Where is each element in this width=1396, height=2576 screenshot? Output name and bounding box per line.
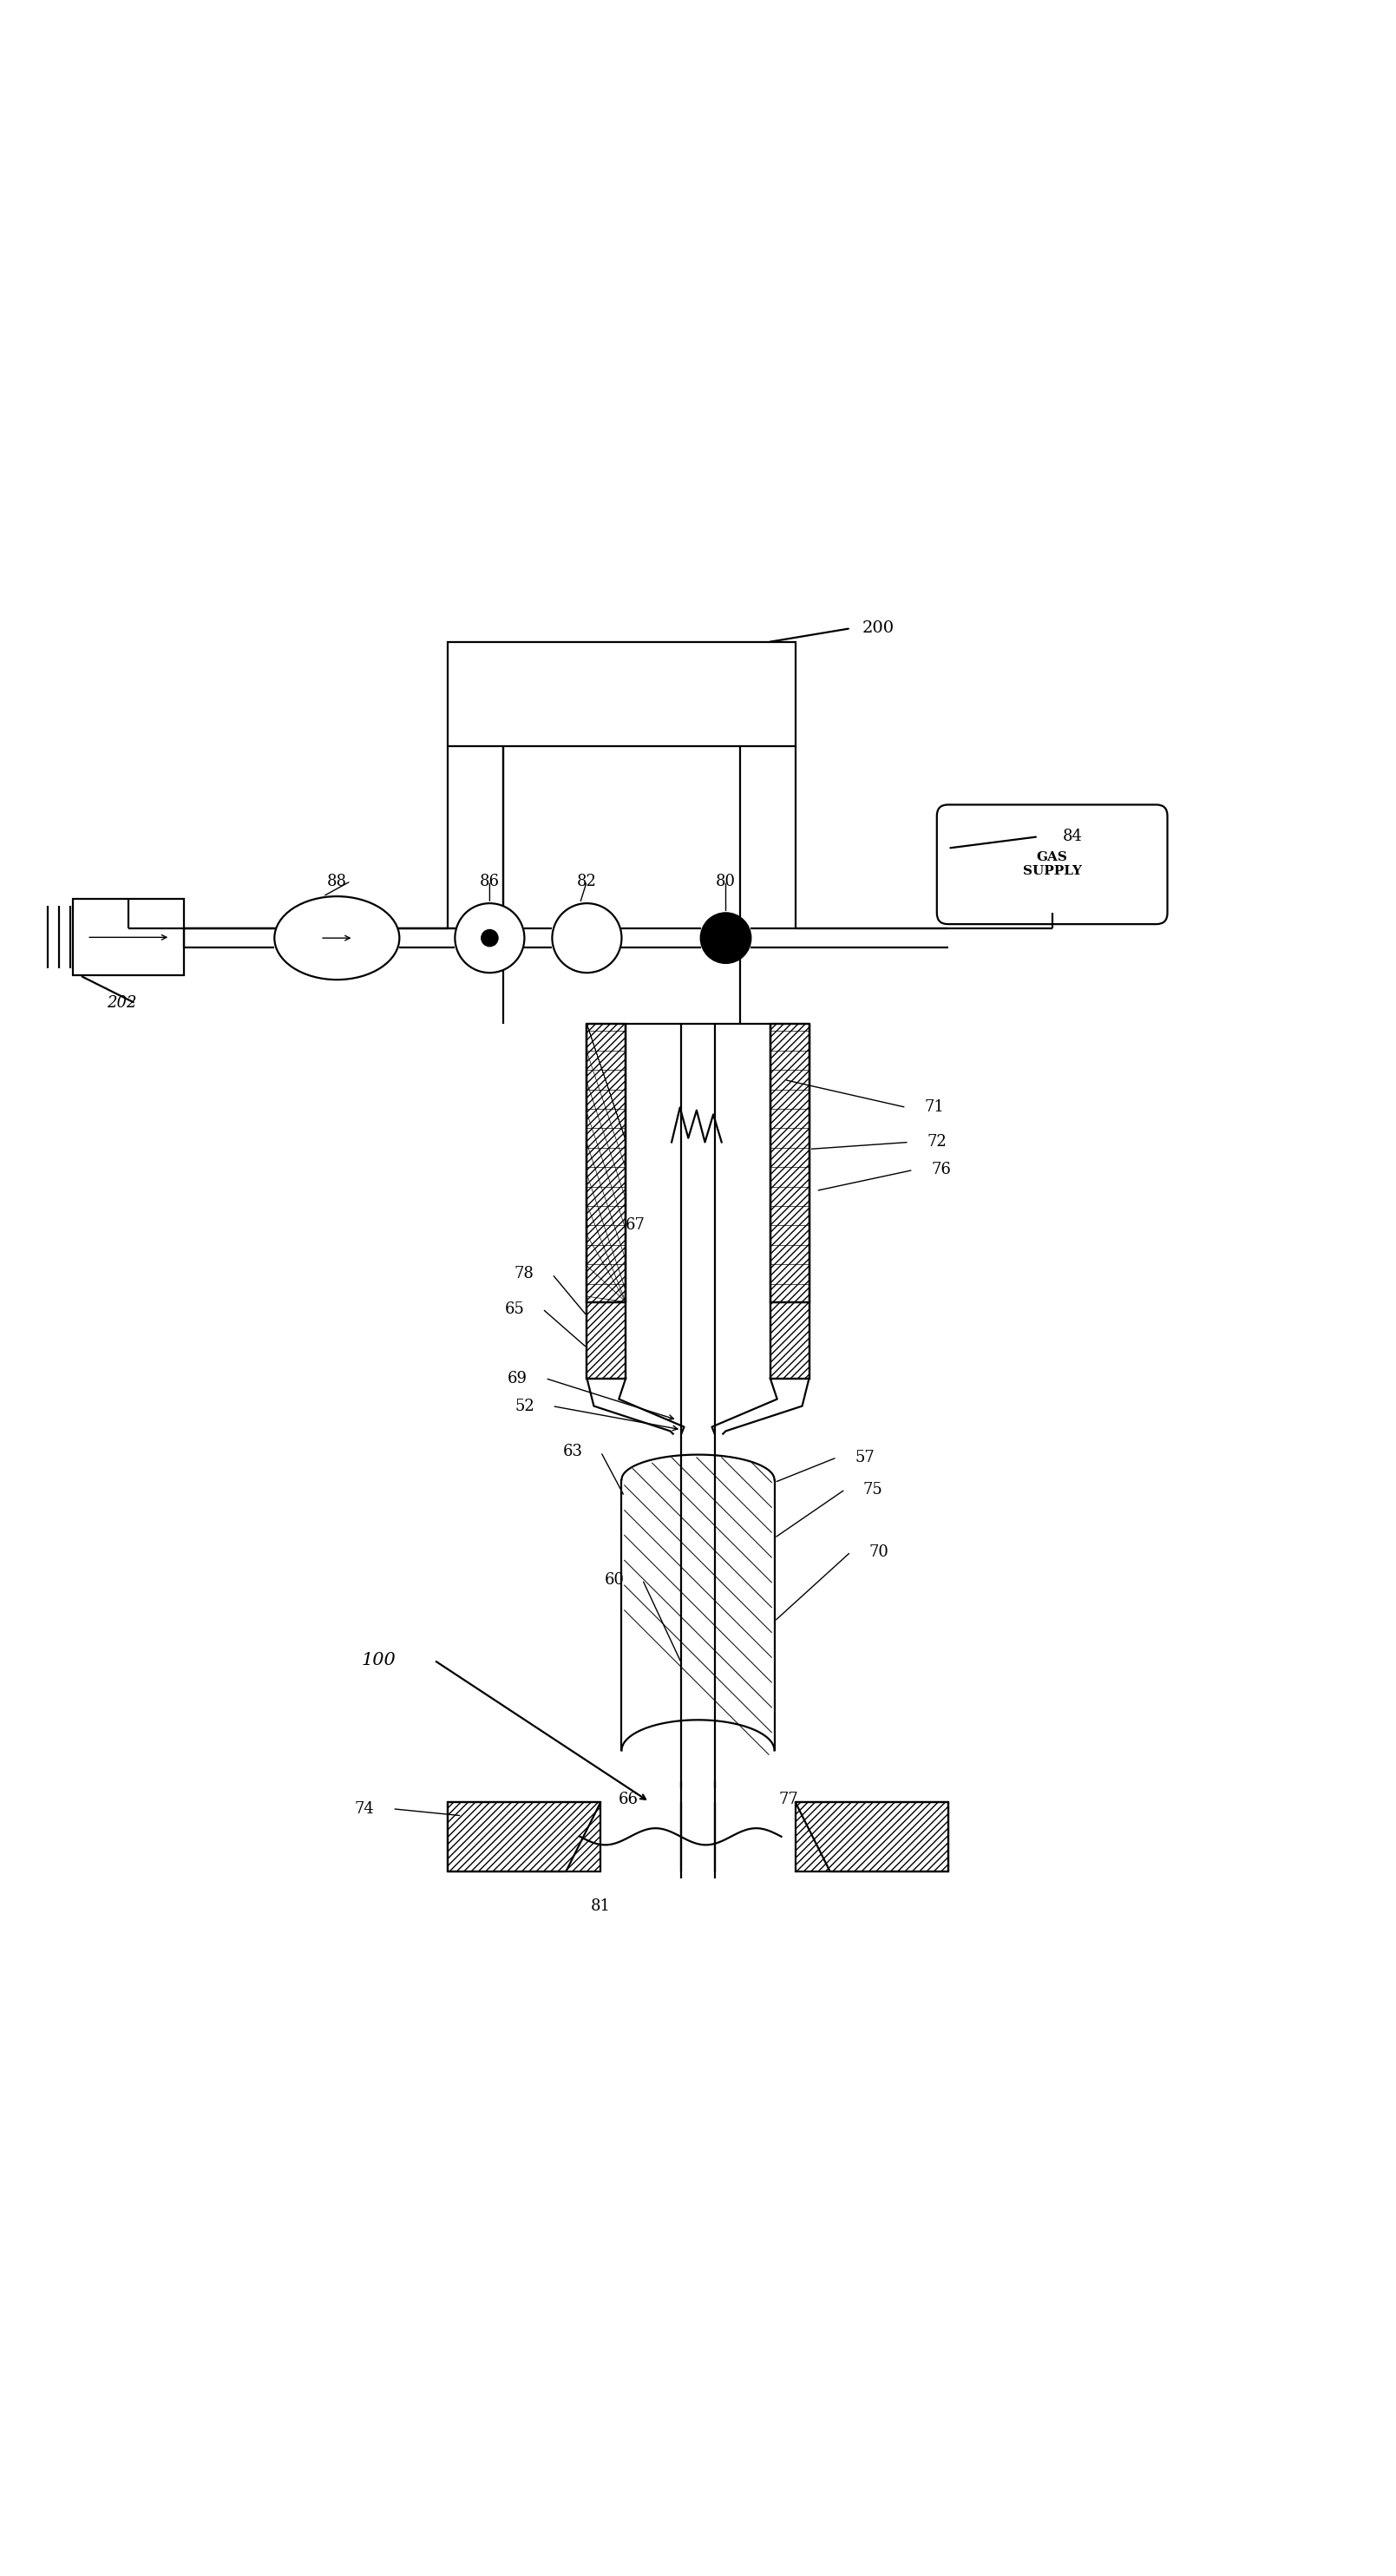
Text: 71: 71: [924, 1100, 944, 1115]
Circle shape: [701, 912, 751, 963]
Text: 84: 84: [1062, 829, 1083, 845]
Text: 100: 100: [362, 1651, 396, 1669]
Bar: [796, 1801, 948, 1870]
Bar: [73, 899, 184, 976]
Text: 88: 88: [327, 873, 346, 889]
Text: 75: 75: [863, 1481, 882, 1497]
Bar: [586, 1301, 625, 1378]
Text: 78: 78: [515, 1267, 535, 1283]
Text: 63: 63: [563, 1445, 584, 1461]
Text: 57: 57: [854, 1450, 874, 1466]
Text: 52: 52: [515, 1399, 535, 1414]
Text: 66: 66: [618, 1790, 638, 1806]
Text: 202: 202: [106, 994, 137, 1012]
Bar: [771, 1301, 810, 1378]
Text: 76: 76: [931, 1162, 951, 1177]
FancyBboxPatch shape: [937, 804, 1167, 925]
Bar: [448, 641, 796, 747]
Bar: [771, 1025, 810, 1301]
Text: 200: 200: [863, 621, 895, 636]
Text: 65: 65: [505, 1301, 525, 1316]
Text: 72: 72: [927, 1133, 946, 1149]
Text: 70: 70: [868, 1543, 888, 1558]
Ellipse shape: [275, 896, 399, 979]
Text: 81: 81: [591, 1899, 611, 1914]
Bar: [586, 1301, 625, 1378]
Bar: [448, 1801, 600, 1870]
Ellipse shape: [455, 904, 525, 974]
Text: 69: 69: [508, 1370, 528, 1386]
Circle shape: [482, 930, 498, 945]
Text: 86: 86: [480, 873, 500, 889]
Text: GAS
SUPPLY: GAS SUPPLY: [1023, 850, 1082, 878]
Text: 80: 80: [716, 873, 736, 889]
Text: 82: 82: [577, 873, 597, 889]
Text: 67: 67: [625, 1218, 645, 1234]
Ellipse shape: [553, 904, 621, 974]
Text: 74: 74: [355, 1801, 374, 1816]
Text: 60: 60: [604, 1571, 624, 1587]
Text: 77: 77: [779, 1790, 799, 1806]
Bar: [771, 1301, 810, 1378]
Bar: [586, 1025, 625, 1301]
